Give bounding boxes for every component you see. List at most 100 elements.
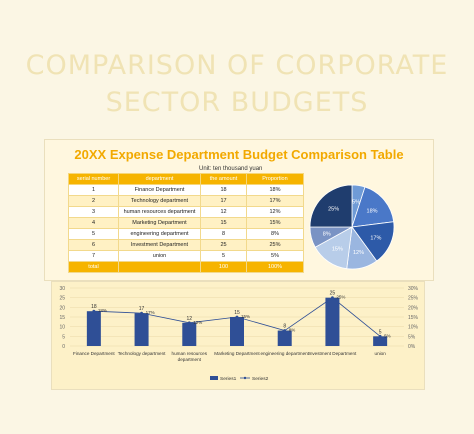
bar xyxy=(86,311,101,346)
series2-data-label: 12% xyxy=(193,320,202,325)
table-cell-amount: 8 xyxy=(200,228,247,240)
table-row: 5 engineering department 8 8% xyxy=(68,228,304,240)
y2-tick-label: 15% xyxy=(408,315,419,321)
pie-label: 18% xyxy=(367,208,378,214)
table-cell-department: Investment Department xyxy=(118,239,201,251)
bar xyxy=(230,317,244,346)
table-card: 20XX Expense Department Budget Compariso… xyxy=(44,139,434,281)
page-title-line1: COMPARISON OF CORPORATE xyxy=(25,50,449,81)
pie-label: 15% xyxy=(332,247,343,253)
bar xyxy=(325,297,340,346)
table-row: 2 Technology department 17 17% xyxy=(68,195,304,207)
table-header-row: serial number department the amount Prop… xyxy=(68,173,304,185)
y2-tick-label: 5% xyxy=(408,334,416,340)
x-category-label: department xyxy=(178,357,202,362)
series2-data-label: 18% xyxy=(98,308,107,313)
x-category-label: engineering department xyxy=(260,351,309,356)
series2-point xyxy=(235,315,239,319)
legend-series1-swatch xyxy=(210,376,218,380)
y-tick-label: 20 xyxy=(59,305,65,311)
table-row: 6 Investment Department 25 25% xyxy=(68,239,304,251)
series2-data-label: 25% xyxy=(336,295,345,300)
pie-label: 8% xyxy=(323,231,331,237)
table-cell-serial: 3 xyxy=(68,206,119,218)
bar-data-label: 25 xyxy=(330,291,336,297)
table-cell-amount: 18 xyxy=(200,184,247,196)
table-cell-department: human resources department xyxy=(118,206,201,218)
y-tick-label: 5 xyxy=(62,334,65,340)
table-row: 7 union 5 5% xyxy=(68,250,304,262)
bar xyxy=(373,336,388,346)
table-cell-amount: 25 xyxy=(200,239,247,251)
y-tick-label: 15 xyxy=(59,315,65,321)
series2-point xyxy=(283,329,287,332)
table-cell-department: engineering department xyxy=(118,228,201,240)
unit-label: Unit: ten thousand yuan xyxy=(199,166,263,172)
series2-data-label: 15% xyxy=(241,314,250,319)
y2-tick-label: 10% xyxy=(408,325,419,331)
table-cell-serial: 5 xyxy=(68,228,119,240)
table-cell-department: Technology department xyxy=(118,195,201,207)
table-cell-serial: 6 xyxy=(68,239,119,251)
bar-data-label: 5 xyxy=(379,329,382,335)
bar-data-label: 15 xyxy=(234,310,240,316)
series2-point xyxy=(140,311,143,315)
bar-data-label: 17 xyxy=(139,306,145,312)
table-cell-serial: 2 xyxy=(68,195,119,207)
y2-tick-label: 30% xyxy=(408,286,419,292)
table-total-amount: 100 xyxy=(200,261,247,273)
table-cell-amount: 5 xyxy=(200,250,247,262)
table-cell-amount: 12 xyxy=(200,206,247,218)
table-title: 20XX Expense Department Budget Compariso… xyxy=(74,147,404,162)
column-header: department xyxy=(118,173,201,185)
x-category-label: Marketing Department xyxy=(214,351,260,356)
table-cell-proportion: 18% xyxy=(246,184,304,196)
table-total-row: total 100 100% xyxy=(68,261,304,273)
pie-label: 25% xyxy=(328,207,339,213)
legend-series2-marker xyxy=(243,376,247,380)
pie-chart: 5% 18% 17% 12% 15% 8% 25% xyxy=(309,184,395,270)
y2-tick-label: 0% xyxy=(408,344,416,350)
y2-tick-label: 20% xyxy=(408,305,419,311)
page-title-line2: SECTOR BUDGETS xyxy=(105,87,369,118)
legend-series1-label: Series1 xyxy=(220,376,237,382)
x-category-label: Technology department xyxy=(118,351,166,356)
series2-point xyxy=(378,334,382,338)
y-tick-label: 0 xyxy=(62,344,65,350)
y2-tick-label: 25% xyxy=(408,296,419,302)
legend-series2-label: Series2 xyxy=(252,376,269,382)
series2-data-label: 8% xyxy=(289,328,296,333)
pie-slice xyxy=(351,186,395,228)
table-cell-serial: 7 xyxy=(68,250,119,262)
bar-data-label: 8 xyxy=(283,324,286,330)
series2-data-label: 17% xyxy=(146,310,155,315)
x-category-label: Finance Department xyxy=(73,351,115,356)
bar-data-label: 18 xyxy=(91,304,97,310)
table-cell-serial: 4 xyxy=(68,217,119,229)
table-total-label: total xyxy=(68,261,119,273)
column-header: the amount xyxy=(200,173,247,185)
x-category-label: human resources xyxy=(172,351,208,356)
y-tick-label: 25 xyxy=(59,296,65,302)
table-row: 4 Marketing Department 15 15% xyxy=(68,217,304,229)
budget-table: serial number department the amount Prop… xyxy=(68,173,304,273)
table-cell-department: Finance Department xyxy=(118,184,201,196)
column-header: serial number xyxy=(68,173,119,185)
table-total-proportion: 100% xyxy=(246,261,304,273)
bottom-spacer xyxy=(0,396,474,434)
bar-chart-card: 30 30% 25 25% 20 20% 15 15% 10 10% 5 5% 0 0% 18 17 12 15 8… xyxy=(51,281,425,390)
table-row: 1 Finance Department 18 18% xyxy=(68,184,304,196)
series2-point xyxy=(92,309,96,313)
y-tick-label: 10 xyxy=(59,325,65,331)
table-cell-serial: 1 xyxy=(68,184,119,196)
y-tick-label: 30 xyxy=(59,286,65,292)
pie-label: 12% xyxy=(353,250,364,256)
pie-slice xyxy=(309,184,353,228)
table-total-blank xyxy=(118,261,201,273)
series2-data-label: 5% xyxy=(384,333,391,338)
bar-line-chart: 30 30%25 25%20 20%15 15%10 10%5 5%0 0%18 1712158… xyxy=(59,286,419,382)
series2-point xyxy=(187,321,191,325)
pie-label: 5% xyxy=(352,199,360,205)
bar-data-label: 12 xyxy=(187,316,193,322)
pie-slice xyxy=(351,221,395,262)
